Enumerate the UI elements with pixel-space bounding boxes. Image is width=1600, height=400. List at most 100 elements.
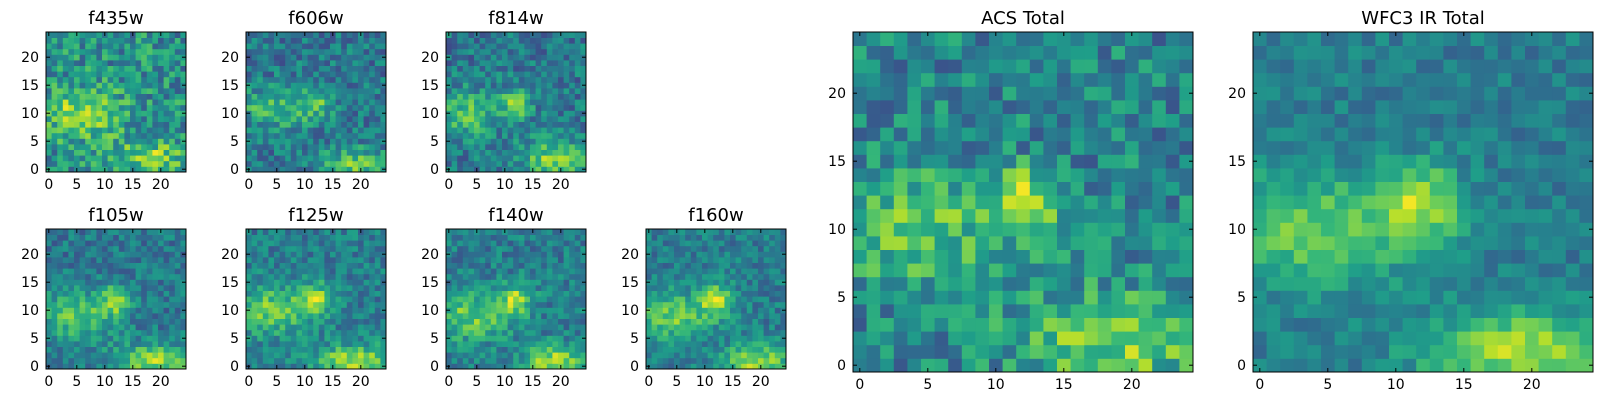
heatmap-cell: [530, 341, 536, 347]
heatmap-cell: [752, 229, 759, 235]
heatmap-cell: [96, 32, 103, 38]
heatmap-cell: [107, 121, 114, 128]
heatmap-cell: [346, 37, 353, 44]
heatmap-cell: [279, 268, 286, 275]
heatmap-cell: [730, 245, 736, 252]
heatmap-cell: [1043, 331, 1058, 346]
heatmap-cell: [685, 335, 692, 342]
heatmap-cell: [313, 262, 320, 269]
heatmap-cell: [262, 116, 269, 122]
heatmap-cell: [451, 138, 458, 145]
heatmap-cell: [279, 88, 286, 94]
heatmap-cell: [174, 262, 181, 269]
heatmap-cell: [1070, 181, 1085, 196]
heatmap-cell: [380, 71, 387, 78]
heatmap-cell: [513, 132, 520, 139]
y-tick-label: 0: [630, 359, 639, 375]
heatmap-cell: [124, 357, 131, 364]
heatmap-cell: [707, 262, 714, 269]
heatmap-cell: [462, 54, 469, 61]
heatmap-cell: [485, 110, 492, 117]
heatmap-cell: [85, 352, 92, 359]
heatmap-cell: [363, 48, 370, 55]
heatmap-cell: [279, 93, 286, 100]
heatmap-cell: [502, 99, 508, 106]
heatmap-cell: [524, 104, 531, 111]
heatmap-cell: [318, 110, 325, 117]
heatmap-cell: [1152, 249, 1167, 264]
heatmap-cell: [90, 60, 97, 66]
heatmap-cell: [279, 138, 286, 145]
heatmap-cell: [274, 60, 280, 66]
heatmap-cell: [518, 121, 525, 128]
heatmap-cell: [374, 71, 381, 78]
heatmap-cell: [74, 138, 80, 145]
heatmap-cell: [758, 335, 764, 342]
heatmap-cell: [313, 285, 320, 291]
heatmap-cell: [921, 344, 935, 359]
heatmap-cell: [257, 149, 264, 156]
heatmap-cell: [507, 104, 514, 111]
heatmap-cell: [479, 301, 486, 308]
heatmap-cell: [68, 318, 75, 325]
heatmap-cell: [180, 262, 187, 269]
heatmap-cell: [346, 127, 353, 134]
heatmap-cell: [462, 99, 469, 106]
heatmap-cell: [485, 335, 492, 342]
heatmap-cell: [146, 32, 153, 38]
heatmap-cell: [102, 296, 108, 303]
heatmap-cell: [707, 341, 714, 347]
heatmap-cell: [318, 296, 325, 303]
heatmap-cell: [769, 273, 776, 280]
heatmap-cell: [934, 168, 949, 182]
heatmap-cell: [107, 43, 114, 50]
heatmap-cell: [352, 296, 359, 303]
heatmap-cell: [113, 296, 120, 303]
heatmap-cell: [96, 357, 103, 364]
heatmap-cell: [758, 285, 764, 291]
heatmap-cell: [713, 273, 720, 280]
heatmap-cell: [257, 43, 264, 50]
heatmap-cell: [130, 99, 136, 106]
heatmap-cell: [662, 251, 669, 258]
heatmap-cell: [535, 121, 542, 128]
heatmap-cell: [257, 301, 264, 308]
heatmap-cell: [296, 132, 303, 139]
heatmap-cell: [462, 273, 469, 280]
heatmap-cell: [363, 110, 370, 117]
heatmap-cell: [457, 285, 464, 291]
heatmap-cell: [163, 329, 170, 336]
heatmap-cell: [358, 257, 364, 263]
heatmap-cell: [479, 144, 486, 150]
heatmap-cell: [169, 76, 176, 83]
heatmap-cell: [124, 290, 131, 297]
heatmap-cell: [569, 341, 576, 347]
heatmap-cell: [79, 54, 86, 61]
heatmap-cell: [746, 346, 753, 353]
heatmap-cell: [346, 160, 353, 167]
heatmap-cell: [1165, 304, 1180, 318]
heatmap-cell: [468, 144, 475, 150]
heatmap-cell: [524, 296, 531, 303]
heatmap-cell: [141, 307, 148, 314]
heatmap-cell: [279, 48, 286, 55]
heatmap-cell: [457, 301, 464, 308]
heatmap-cell: [446, 160, 452, 167]
heatmap-cell: [274, 318, 280, 325]
heatmap-cell: [57, 43, 64, 50]
heatmap-cell: [79, 251, 86, 258]
heatmap-cell: [479, 132, 486, 139]
heatmap-cell: [1152, 168, 1167, 182]
heatmap-cell: [118, 127, 125, 134]
heatmap-cell: [62, 60, 69, 66]
heatmap-cell: [307, 307, 314, 314]
heatmap-cell: [268, 245, 275, 252]
heatmap-cell: [730, 318, 736, 325]
heatmap-cell: [290, 99, 297, 106]
heatmap-cell: [296, 160, 303, 167]
heatmap-cell: [763, 262, 770, 269]
heatmap-cell: [90, 257, 97, 263]
heatmap-cell: [558, 240, 564, 247]
heatmap-cell: [474, 240, 480, 247]
heatmap-cell: [696, 296, 703, 303]
